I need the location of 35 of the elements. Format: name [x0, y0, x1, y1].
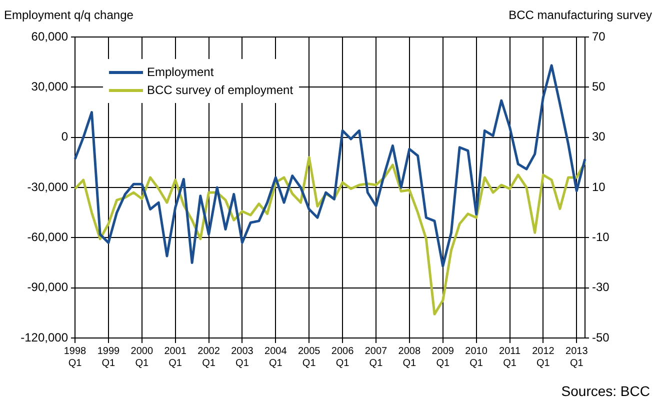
x-tick-label: 2006 Q1 [331, 346, 354, 369]
x-tick-label: 1999 Q1 [97, 346, 120, 369]
x-tick-label: 2012 Q1 [532, 346, 555, 369]
x-tick-label: 2013 Q1 [566, 346, 588, 369]
y-tick-label: -90,000 [27, 280, 68, 294]
y-tick-label: -120,000 [20, 330, 68, 344]
y2-tick-label: -10 [592, 230, 610, 244]
x-tick-label: 2003 Q1 [231, 346, 254, 369]
x-tick-label: 2002 Q1 [198, 346, 220, 369]
x-tick-label: 2005 Q1 [298, 346, 321, 369]
y-tick-label: 0 [61, 130, 68, 144]
y2-tick-label: -30 [592, 280, 610, 294]
y2-tick-label: 10 [592, 180, 606, 194]
legend-label: Employment [147, 65, 214, 79]
y2-tick-label: 50 [592, 79, 606, 94]
x-tick-label: 2010 Q1 [465, 346, 488, 369]
x-tick-label: 1998 Q1 [64, 346, 87, 369]
x-tick-label: 2004 Q1 [264, 346, 288, 369]
y2-tick-label: 70 [592, 29, 606, 44]
y-tick-label: -30,000 [27, 180, 68, 194]
x-tick-label: 2000 Q1 [130, 346, 154, 369]
x-tick-label: 2008 Q1 [398, 346, 421, 369]
x-tick-label: 2001 Q1 [164, 346, 187, 369]
y2-tick-label: 30 [592, 130, 606, 144]
y-tick-label: 30,000 [31, 79, 68, 94]
y2-axis-title: BCC manufacturing survey [508, 8, 652, 22]
x-tick-label: 2011 Q1 [498, 346, 521, 369]
y-tick-label: -60,000 [27, 230, 68, 244]
source-note: Sources: BCC [561, 383, 650, 399]
x-tick-label: 2009 Q1 [432, 346, 454, 369]
x-tick-label: 2007 Q1 [364, 346, 388, 369]
y2-tick-label: -50 [592, 330, 610, 344]
y-tick-label: 60,000 [31, 29, 68, 44]
legend-label: BCC survey of employment [147, 83, 294, 97]
y-axis-title: Employment q/q change [4, 8, 134, 22]
